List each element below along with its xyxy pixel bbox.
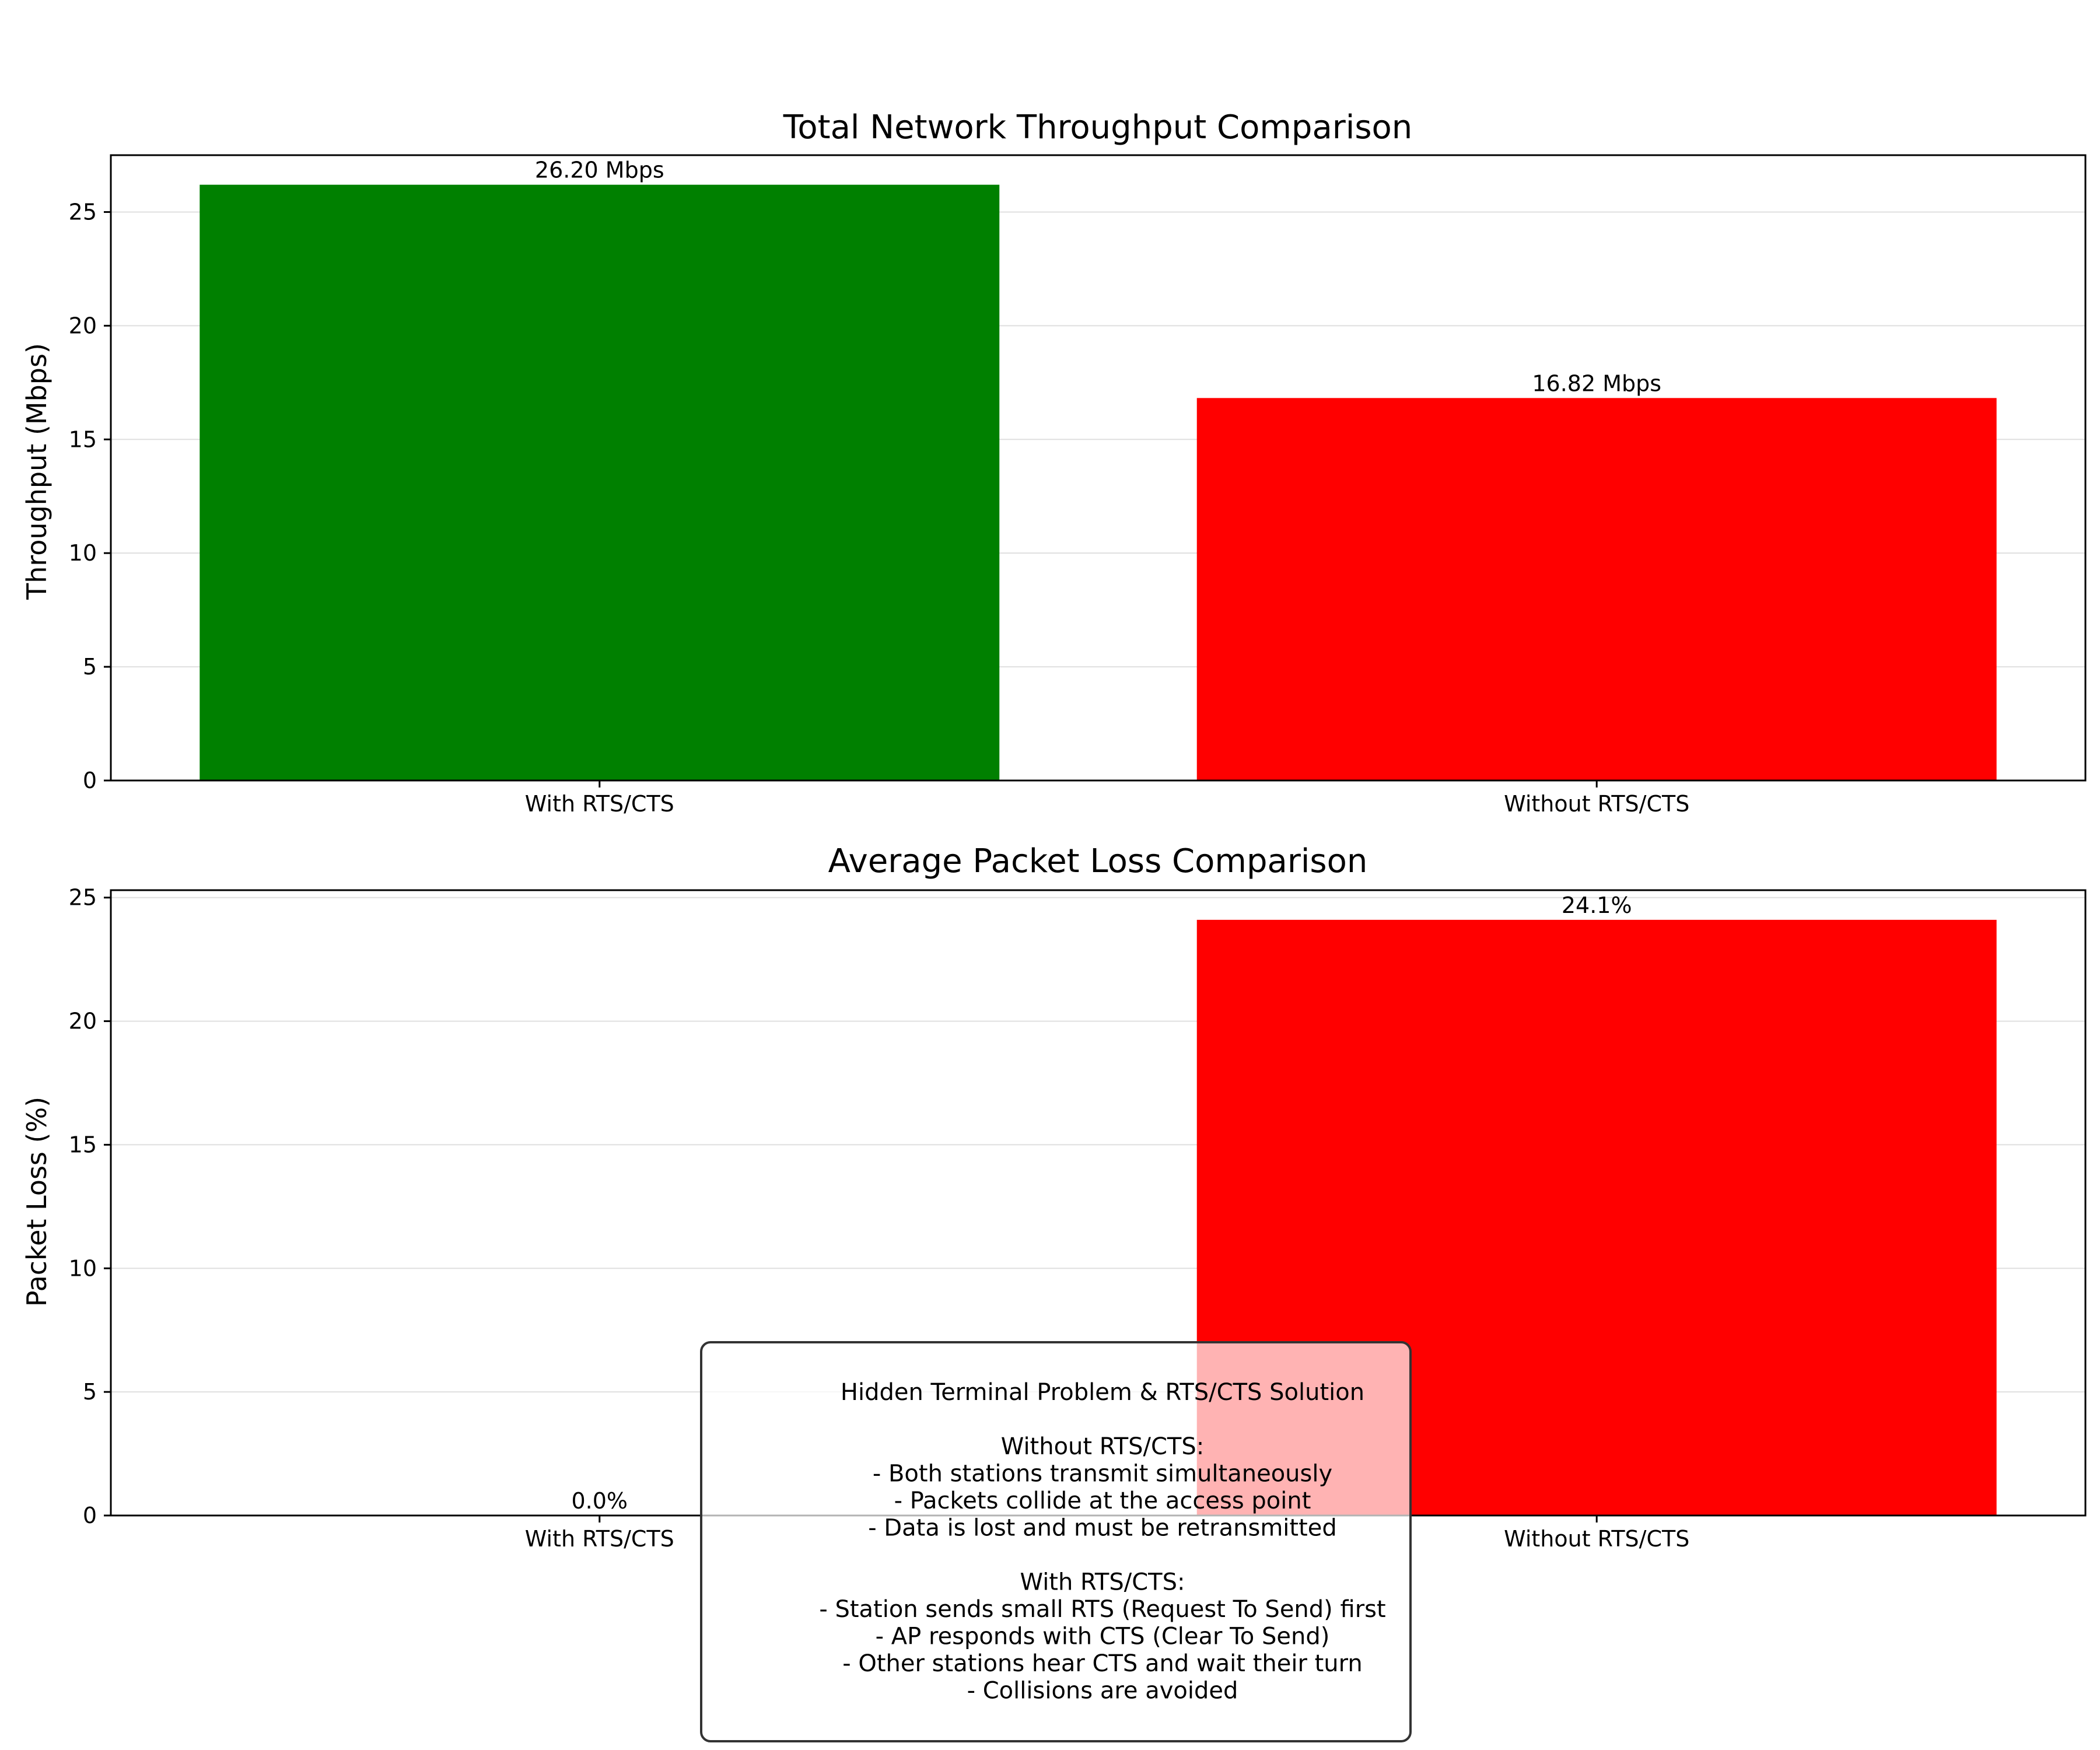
annotation-line: - Other stations hear CTS and wait their… <box>842 1650 1363 1677</box>
throughput-chart: Total Network Throughput Comparison Thro… <box>21 108 2087 817</box>
bar <box>1196 398 1997 780</box>
y-tick-label: 20 <box>69 1009 97 1034</box>
annotation-background <box>700 1341 1412 1742</box>
bar-value-label: 24.1% <box>1562 892 1632 918</box>
y-axis-ticks: 0 5 10 15 20 25 <box>69 199 111 793</box>
plot-frame <box>110 154 2087 782</box>
y-tick-label: 5 <box>83 1379 97 1405</box>
bar-value-label: 26.20 Mbps <box>535 158 664 183</box>
y-tick-label: 0 <box>83 1503 97 1528</box>
y-tick-label: 15 <box>69 1132 97 1157</box>
y-tick-label: 5 <box>83 654 97 680</box>
y-tick-label: 15 <box>69 426 97 452</box>
x-axis-ticks: With RTS/CTS Without RTS/CTS <box>525 1516 1689 1552</box>
y-axis-label: Throughput (Mbps) <box>21 343 52 600</box>
annotation-line: With RTS/CTS: <box>1020 1569 1185 1596</box>
y-tick-label: 0 <box>83 768 97 793</box>
annotation-text: Hidden Terminal Problem & RTS/CTS Soluti… <box>819 1379 1385 1704</box>
annotation-line: - Packets collide at the access point <box>894 1488 1311 1514</box>
y-tick-label: 25 <box>69 885 97 911</box>
bar-value-label: 16.82 Mbps <box>1532 370 1661 396</box>
chart-title: Total Network Throughput Comparison <box>783 108 1413 146</box>
x-axis-ticks: With RTS/CTS Without RTS/CTS <box>525 780 1689 817</box>
annotation-line: - AP responds with CTS (Clear To Send) <box>876 1623 1330 1650</box>
x-tick-label: With RTS/CTS <box>525 791 674 817</box>
annotation-line: - Station sends small RTS (Request To Se… <box>819 1596 1385 1623</box>
y-tick-label: 10 <box>69 540 97 566</box>
y-tick-label: 10 <box>69 1255 97 1281</box>
x-tick-label: Without RTS/CTS <box>1504 791 1689 817</box>
annotation-line: Hidden Terminal Problem & RTS/CTS Soluti… <box>841 1379 1364 1406</box>
y-axis-ticks: 0 5 10 15 20 25 <box>69 885 111 1528</box>
annotation-box: Hidden Terminal Problem & RTS/CTS Soluti… <box>700 1341 1412 1742</box>
bar-value-labels: 0.0% 24.1% <box>572 892 1632 1514</box>
x-tick-label: With RTS/CTS <box>525 1526 674 1552</box>
y-tick-label: 20 <box>69 313 97 338</box>
packet-loss-chart: Average Packet Loss Comparison Packet Lo… <box>21 842 2087 1552</box>
annotation-line: Without RTS/CTS: <box>1001 1433 1204 1460</box>
bars <box>200 184 1997 780</box>
y-tick-label: 25 <box>69 199 97 225</box>
annotation-line: - Both stations transmit simultaneously <box>873 1461 1332 1488</box>
bar <box>200 184 1000 780</box>
annotation-line: - Data is lost and must be retransmitted <box>868 1515 1337 1542</box>
annotation-line: - Collisions are avoided <box>967 1678 1238 1704</box>
chart-title: Average Packet Loss Comparison <box>828 842 1368 880</box>
bar-value-label: 0.0% <box>572 1488 628 1514</box>
bar-value-labels: 26.20 Mbps 16.82 Mbps <box>535 158 1661 397</box>
y-axis-label: Packet Loss (%) <box>21 1097 52 1307</box>
x-tick-label: Without RTS/CTS <box>1504 1526 1689 1552</box>
